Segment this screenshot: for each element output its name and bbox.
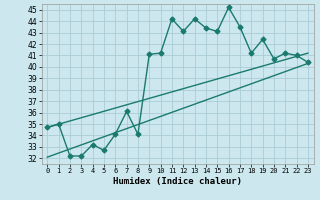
X-axis label: Humidex (Indice chaleur): Humidex (Indice chaleur) <box>113 177 242 186</box>
